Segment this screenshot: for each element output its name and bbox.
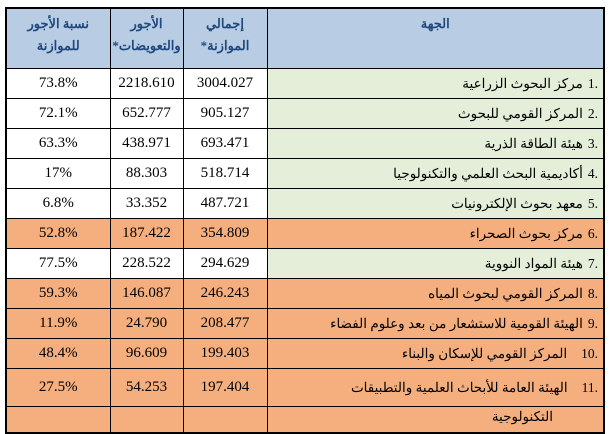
total-budget-cell: 3004.027: [182, 68, 268, 99]
entity-cell: 10.المركز القومي للإسكان والبناء: [266, 338, 605, 369]
ratio-cell: 17%: [5, 158, 111, 189]
ratio-cell: 48.4%: [5, 338, 111, 369]
list-number: 11.: [581, 379, 598, 395]
header-entity: الجهة: [266, 7, 605, 69]
table-row: 3.هيئة الطاقة الذرية 693.471 438.971 63.3%: [5, 128, 605, 159]
entity-cell: 5.معهد بحوث الإلكترونيات: [266, 188, 605, 219]
entity-cell: 1.مركز البحوث الزراعية: [266, 68, 605, 99]
table-row: 10.المركز القومي للإسكان والبناء 199.403 9…: [5, 338, 605, 369]
list-number: 7.: [587, 255, 598, 271]
wages-cell: 54.253: [109, 368, 184, 407]
table-row: 4.أكاديمية البحث العلمي والتكنولوجيا 518.…: [5, 158, 605, 189]
wages-cell: 146.087: [109, 278, 184, 309]
list-number: 4.: [587, 165, 598, 181]
table-row: 8.المركز القومي لبحوث المياه 246.243 146.0…: [5, 278, 605, 309]
table-row: 11.الهيئة العامة للأبحاث العلمية والتطبي…: [5, 368, 605, 407]
wages-cell: [109, 406, 184, 433]
total-budget-cell: 246.243: [182, 278, 268, 309]
entity-cell: 9.الهيئة القومية للاستشعار من بعد وعلوم …: [266, 308, 605, 339]
table-row: 2.المركز القومي للبحوث 905.127 652.777 72.1…: [5, 98, 605, 129]
ratio-cell: 59.3%: [5, 278, 111, 309]
ratio-cell: [5, 406, 111, 433]
entity-cell: 4.أكاديمية البحث العلمي والتكنولوجيا: [266, 158, 605, 189]
header-wages-compensations: الأجور والتعويضات*: [109, 7, 184, 69]
table-row: 7.هيئة المواد النووية 294.629 228.522 77.5%: [5, 248, 605, 279]
list-number: 9.: [587, 315, 598, 331]
wages-cell: 2218.610: [109, 68, 184, 99]
document-page: { "colors": { "header_bg": "#B8CCE4", "h…: [5, 7, 605, 434]
header-total-budget: إجمالي الموازنة*: [182, 7, 268, 69]
wages-cell: 652.777: [109, 98, 184, 129]
table-row: 9.الهيئة القومية للاستشعار من بعد وعلوم …: [5, 308, 605, 339]
ratio-cell: 63.3%: [5, 128, 111, 159]
header-wage-ratio: نسبة الأجور للموازنة: [5, 7, 111, 69]
entity-cell: التكنولوجية: [266, 406, 605, 433]
total-budget-cell: 197.404: [182, 368, 268, 407]
table-body: 1.مركز البحوث الزراعية 3004.027 2218.610 73…: [5, 68, 605, 433]
list-number: 5.: [587, 195, 598, 211]
list-number: 3.: [587, 135, 598, 151]
ratio-cell: 77.5%: [5, 248, 111, 279]
entity-cell: 2.المركز القومي للبحوث: [266, 98, 605, 129]
table-row: 6.مركز بحوث الصحراء 354.809 187.422 52.8%: [5, 218, 605, 249]
table-row: 5.معهد بحوث الإلكترونيات 487.721 33.352 6.8…: [5, 188, 605, 219]
total-budget-cell: 354.809: [182, 218, 268, 249]
total-budget-cell: [182, 406, 268, 433]
table-row: 1.مركز البحوث الزراعية 3004.027 2218.610 73…: [5, 68, 605, 99]
wages-cell: 187.422: [109, 218, 184, 249]
total-budget-cell: 693.471: [182, 128, 268, 159]
ratio-cell: 52.8%: [5, 218, 111, 249]
table-row: التكنولوجية: [5, 406, 605, 433]
wages-cell: 228.522: [109, 248, 184, 279]
total-budget-cell: 487.721: [182, 188, 268, 219]
list-number: 2.: [587, 105, 598, 121]
total-budget-cell: 905.127: [182, 98, 268, 129]
entity-cell: 3.هيئة الطاقة الذرية: [266, 128, 605, 159]
wages-cell: 24.790: [109, 308, 184, 339]
ratio-cell: 73.8%: [5, 68, 111, 99]
header-row: الجهة إجمالي الموازنة* الأجور والتعويضات…: [5, 7, 605, 69]
total-budget-cell: 294.629: [182, 248, 268, 279]
total-budget-cell: 518.714: [182, 158, 268, 189]
entity-cell: 6.مركز بحوث الصحراء: [266, 218, 605, 249]
total-budget-cell: 208.477: [182, 308, 268, 339]
wages-cell: 438.971: [109, 128, 184, 159]
entity-cell: 11.الهيئة العامة للأبحاث العلمية والتطبي…: [266, 368, 605, 407]
wages-cell: 33.352: [109, 188, 184, 219]
entity-cell: 8.المركز القومي لبحوث المياه: [266, 278, 605, 309]
ratio-cell: 6.8%: [5, 188, 111, 219]
ratio-cell: 27.5%: [5, 368, 111, 407]
list-number: 8.: [587, 285, 598, 301]
list-number: 1.: [587, 75, 598, 91]
list-number: 6.: [587, 225, 598, 241]
entity-cell: 7.هيئة المواد النووية: [266, 248, 605, 279]
total-budget-cell: 199.403: [182, 338, 268, 369]
ratio-cell: 11.9%: [5, 308, 111, 339]
wages-cell: 96.609: [109, 338, 184, 369]
ratio-cell: 72.1%: [5, 98, 111, 129]
list-number: 10.: [581, 345, 598, 361]
budget-table: الجهة إجمالي الموازنة* الأجور والتعويضات…: [5, 7, 605, 434]
wages-cell: 88.303: [109, 158, 184, 189]
